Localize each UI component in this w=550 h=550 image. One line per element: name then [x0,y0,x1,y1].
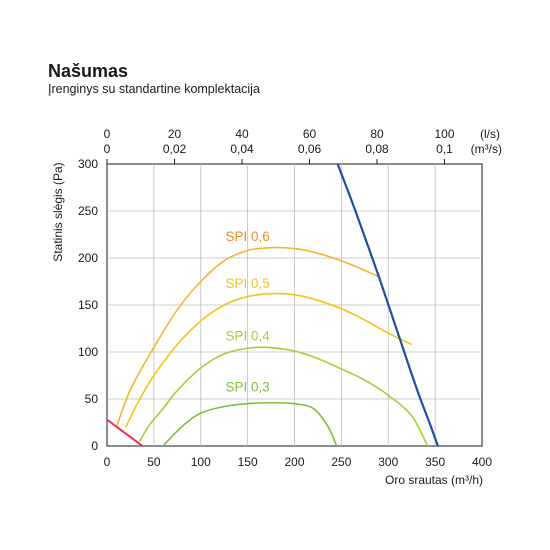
x-axis-label: Oro srautas (m³/h) [385,473,483,487]
top-tick-ls: 100 [434,127,454,141]
series-line-0 [115,246,380,428]
series-line-1 [125,292,413,428]
top-tick-m3s: 0,08 [365,142,389,156]
top-unit-ls: (l/s) [480,127,500,141]
y-tick-labels: 0 50 100 150 200 250 300 [78,157,98,453]
y-tick-label: 0 [91,439,98,453]
y-tick-label: 150 [78,298,98,312]
x-tick-label: 250 [331,455,351,469]
y-tick-label: 100 [78,345,98,359]
top-tick-ls: 20 [168,127,182,141]
series-line-4 [336,163,439,447]
x-tick-label: 150 [238,455,258,469]
x-tick-label: 350 [425,455,445,469]
top-tick-ls: 60 [303,127,317,141]
top-tick-m3s: 0,02 [163,142,187,156]
series-line-3 [162,401,338,447]
y-tick-label: 300 [78,157,98,171]
y-tick-label: 50 [85,392,99,406]
series-label: SPI 0,4 [225,329,270,344]
x-tick-label: 100 [191,455,211,469]
y-axis-label: Statinis slėgis (Pa) [51,162,65,261]
y-tick-label: 200 [78,251,98,265]
curves: SPI 0,6 SPI 0,5 SPI 0,4 SPI 0,3 [106,163,439,447]
y-tick-label: 250 [78,204,98,218]
top-tick-m3s: 0,1 [436,142,453,156]
x-tick-labels: 0 50 100 150 200 250 300 350 400 [104,455,493,469]
top-tick-m3s: 0,06 [298,142,322,156]
series-label: SPI 0,5 [225,276,269,291]
x-tick-label: 200 [284,455,304,469]
series-label: SPI 0,6 [225,229,269,244]
x-tick-label: 400 [472,455,492,469]
series-line-5 [106,418,144,447]
chart-subtitle: Įrenginys su standartine komplektacija [48,82,260,96]
x-tick-label: 0 [104,455,111,469]
top-tick-ls: 40 [235,127,249,141]
x-tick-label: 300 [378,455,398,469]
x-tick-label: 50 [147,455,161,469]
top-tick-m3s: 0 [104,142,111,156]
chart-title: Našumas [48,61,129,81]
top-unit-m3s: (m³/s) [471,142,502,156]
series-line-2 [139,346,429,447]
top-tick-m3s: 0,04 [230,142,254,156]
series-label: SPI 0,3 [225,379,269,394]
top-tick-ls: 0 [104,127,111,141]
top-tick-ls: 80 [370,127,384,141]
